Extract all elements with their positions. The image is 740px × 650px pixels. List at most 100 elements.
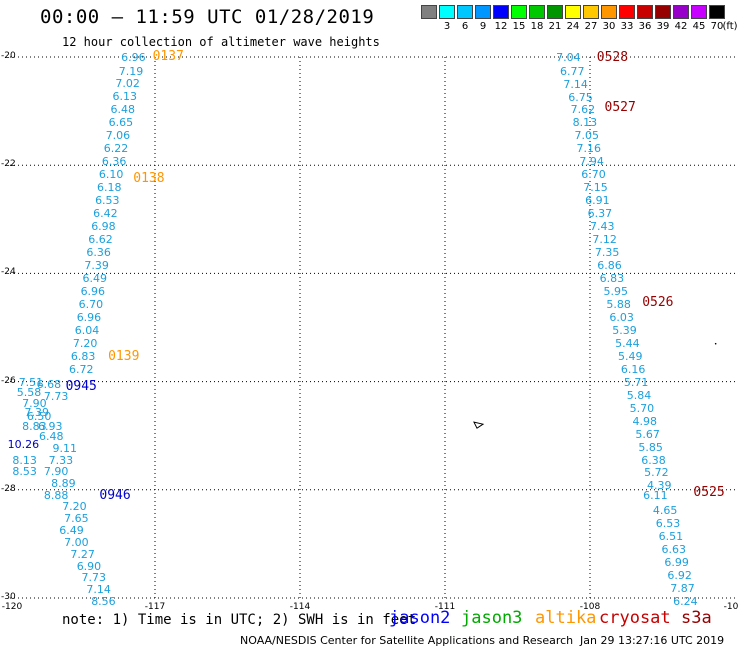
wave-height-value: 6.53 bbox=[95, 193, 120, 207]
wave-height-value: 5.58 bbox=[16, 386, 42, 400]
wave-height-value: 7.16 bbox=[576, 141, 601, 155]
lon-tick-label: -108 bbox=[579, 602, 601, 612]
legend-swatch bbox=[475, 5, 491, 19]
island-dot bbox=[714, 342, 717, 345]
wave-height-value: 7.65 bbox=[64, 511, 89, 525]
legend-label: 39 bbox=[656, 21, 670, 32]
wave-height-value: 6.49 bbox=[59, 523, 84, 537]
wave-height-value: 8.89 bbox=[51, 477, 76, 491]
units-note: note: 1) Time is in UTC; 2) SWH is in fe… bbox=[62, 612, 417, 628]
wave-height-value: 6.91 bbox=[585, 193, 610, 207]
wave-height-value: 6.68 bbox=[36, 377, 62, 391]
legend-label: 24 bbox=[566, 21, 580, 32]
legend-swatch bbox=[637, 5, 653, 19]
wave-height-value: 6.72 bbox=[68, 362, 94, 376]
legend-label: 6 bbox=[461, 21, 469, 32]
wave-height-value: 4.39 bbox=[647, 479, 672, 493]
legend-swatch bbox=[457, 5, 473, 19]
credit-line: NOAA/NESDIS Center for Satellite Applica… bbox=[240, 634, 574, 647]
wave-height-value: 6.42 bbox=[93, 206, 118, 220]
wave-height-value: 6.86 bbox=[597, 258, 622, 272]
wave-height-value: 6.38 bbox=[641, 453, 666, 467]
lat-tick-label: -28 bbox=[1, 483, 16, 494]
wave-height-value: 6.53 bbox=[655, 517, 681, 531]
legend-label: 9 bbox=[479, 21, 487, 32]
wave-height-value: 8.56 bbox=[91, 595, 116, 609]
lon-tick-label: -111 bbox=[434, 602, 456, 612]
satellite-key-cryosat: cryosat bbox=[599, 608, 671, 628]
wave-height-value: 7.87 bbox=[670, 582, 695, 596]
wave-height-value: 7.90 bbox=[22, 397, 47, 411]
wave-height-value: 4.65 bbox=[652, 504, 678, 518]
legend-swatch bbox=[565, 5, 581, 19]
wave-height-value: 5.71 bbox=[623, 375, 649, 389]
wave-height-value: 5.49 bbox=[618, 349, 643, 363]
wave-height-value: 7.33 bbox=[48, 453, 74, 467]
wave-height-value: 7.35 bbox=[594, 245, 620, 259]
pass-time-label: 0137 bbox=[152, 49, 184, 64]
wave-height-value: 8.53 bbox=[12, 465, 37, 479]
wave-height-value: 7.73 bbox=[43, 389, 69, 403]
legend-swatch bbox=[421, 5, 437, 19]
generated-timestamp: Jan 29 13:27:16 UTC 2019 bbox=[580, 634, 725, 647]
pass-time-label: 0525 bbox=[693, 485, 725, 501]
wave-height-value: 6.92 bbox=[667, 569, 692, 583]
wave-height-value: 6.11 bbox=[643, 489, 668, 503]
lon-tick-label: -117 bbox=[144, 602, 166, 612]
wave-height-value: 6.10 bbox=[98, 167, 124, 181]
wave-height-value: 6.13 bbox=[112, 89, 137, 103]
legend-swatch bbox=[601, 5, 617, 19]
wave-height-value: 5.85 bbox=[638, 440, 663, 454]
wave-height-value: 6.18 bbox=[97, 180, 122, 194]
satellite-key-s3a: s3a bbox=[681, 608, 712, 628]
wave-height-value: 6.96 bbox=[80, 284, 106, 298]
wave-height-value: 7.15 bbox=[583, 180, 608, 194]
wave-height-value: 7.00 bbox=[64, 535, 89, 549]
legend-swatch bbox=[547, 5, 563, 19]
wave-height-value: 6.62 bbox=[88, 232, 113, 246]
lat-tick-label: -22 bbox=[1, 159, 16, 170]
wave-height-value: 6.83 bbox=[599, 271, 625, 285]
map-title: 00:00 — 11:59 UTC 01/28/2019 bbox=[40, 6, 375, 28]
wave-height-value: 7.51 bbox=[18, 375, 44, 389]
wave-height-value: 6.24 bbox=[673, 595, 698, 609]
legend-swatch bbox=[493, 5, 509, 19]
lat-tick-label: -20 bbox=[1, 51, 16, 61]
wave-height-value: 6.16 bbox=[620, 362, 646, 376]
legend-unit: (ft) bbox=[722, 21, 738, 32]
wave-height-value: 5.67 bbox=[635, 427, 660, 441]
wave-height-value: 7.19 bbox=[118, 64, 144, 78]
wave-height-value: 6.99 bbox=[664, 556, 689, 570]
legend-swatch bbox=[655, 5, 671, 19]
lat-tick-label: -30 bbox=[1, 592, 16, 602]
wave-height-value: 6.48 bbox=[110, 102, 136, 116]
wave-height-value: 6.96 bbox=[76, 310, 102, 324]
legend-label: 33 bbox=[620, 21, 634, 32]
pass-time-label: 0138 bbox=[133, 170, 165, 186]
wave-height-value: 5.70 bbox=[629, 401, 655, 415]
legend-label: 3 bbox=[443, 21, 451, 32]
wave-height-value: 7.27 bbox=[70, 547, 95, 561]
wave-height-value: 8.13 bbox=[12, 453, 37, 467]
wave-height-value: 5.39 bbox=[612, 323, 637, 337]
wave-height-value: 5.72 bbox=[644, 466, 669, 480]
legend-swatch bbox=[673, 5, 689, 19]
legend-swatch bbox=[583, 5, 599, 19]
pass-time-label: 0139 bbox=[108, 349, 140, 365]
lat-tick-label: -26 bbox=[1, 375, 16, 386]
legend-label: 18 bbox=[530, 21, 544, 32]
map-subtitle: 12 hour collection of altimeter wave hei… bbox=[62, 35, 380, 49]
legend-swatch bbox=[709, 5, 725, 19]
satellite-key-jason3: jason3 bbox=[461, 608, 523, 628]
wave-height-value: 6.37 bbox=[587, 206, 613, 220]
wave-height-value: 7.90 bbox=[43, 465, 69, 479]
pass-time-label: 0526 bbox=[642, 295, 674, 311]
wave-height-value: 7.39 bbox=[84, 258, 109, 272]
legend-swatch bbox=[619, 5, 635, 19]
wave-height-value: 6.03 bbox=[609, 310, 634, 324]
legend-label: 30 bbox=[602, 21, 616, 32]
wave-height-value: 6.70 bbox=[78, 297, 104, 311]
legend-swatch bbox=[439, 5, 455, 19]
legend-label: 70 bbox=[710, 21, 724, 32]
